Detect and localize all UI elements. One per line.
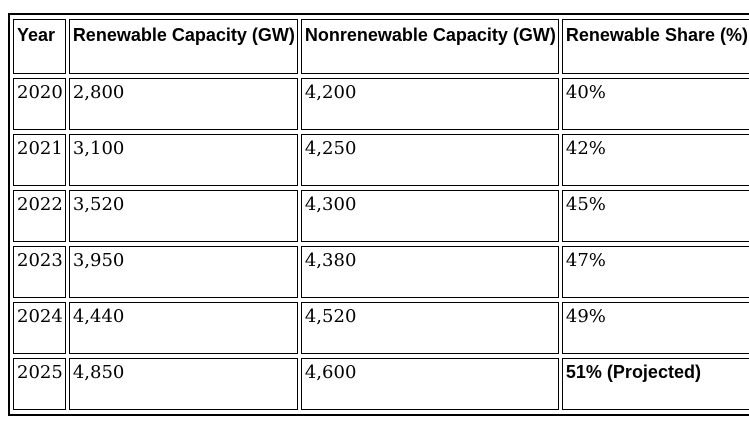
renewable-share-cell: 47% [561, 246, 749, 298]
table-row: 2020 2,800 4,200 40% [13, 78, 749, 130]
table-row: 2022 3,520 4,300 45% [13, 190, 749, 242]
nonrenewable-capacity-cell: 4,600 [300, 358, 559, 410]
year-cell: 2025 [13, 358, 66, 410]
nonrenewable-capacity-cell: 4,520 [300, 302, 559, 354]
renewable-capacity-cell: 4,440 [68, 302, 298, 354]
column-header-renewable-share: Renewable Share (%) [561, 19, 749, 74]
renewable-capacity-cell: 3,100 [68, 134, 298, 186]
renewable-capacity-cell: 3,520 [68, 190, 298, 242]
renewable-share-cell: 40% [561, 78, 749, 130]
renewable-share-cell: 42% [561, 134, 749, 186]
year-cell: 2021 [13, 134, 66, 186]
table-row: 2024 4,440 4,520 49% [13, 302, 749, 354]
nonrenewable-capacity-cell: 4,250 [300, 134, 559, 186]
nonrenewable-capacity-cell: 4,380 [300, 246, 559, 298]
year-cell: 2022 [13, 190, 66, 242]
table-header-row: Year Renewable Capacity (GW) Nonrenewabl… [13, 19, 749, 74]
renewable-share-cell: 45% [561, 190, 749, 242]
table-row: 2021 3,100 4,250 42% [13, 134, 749, 186]
renewable-share-cell: 49% [561, 302, 749, 354]
table-row: 2025 4,850 4,600 51% (Projected) [13, 358, 749, 410]
renewable-capacity-cell: 2,800 [68, 78, 298, 130]
renewable-capacity-cell: 3,950 [68, 246, 298, 298]
renewable-capacity-cell: 4,850 [68, 358, 298, 410]
year-cell: 2020 [13, 78, 66, 130]
table-container: Year Renewable Capacity (GW) Nonrenewabl… [8, 13, 749, 416]
nonrenewable-capacity-cell: 4,200 [300, 78, 559, 130]
renewable-share-projected-cell: 51% (Projected) [561, 358, 749, 410]
nonrenewable-capacity-cell: 4,300 [300, 190, 559, 242]
year-cell: 2023 [13, 246, 66, 298]
year-cell: 2024 [13, 302, 66, 354]
column-header-year: Year [13, 19, 66, 74]
renewable-capacity-table: Year Renewable Capacity (GW) Nonrenewabl… [8, 13, 749, 416]
column-header-renewable-capacity: Renewable Capacity (GW) [68, 19, 298, 74]
table-row: 2023 3,950 4,380 47% [13, 246, 749, 298]
column-header-nonrenewable-capacity: Nonrenewable Capacity (GW) [300, 19, 559, 74]
